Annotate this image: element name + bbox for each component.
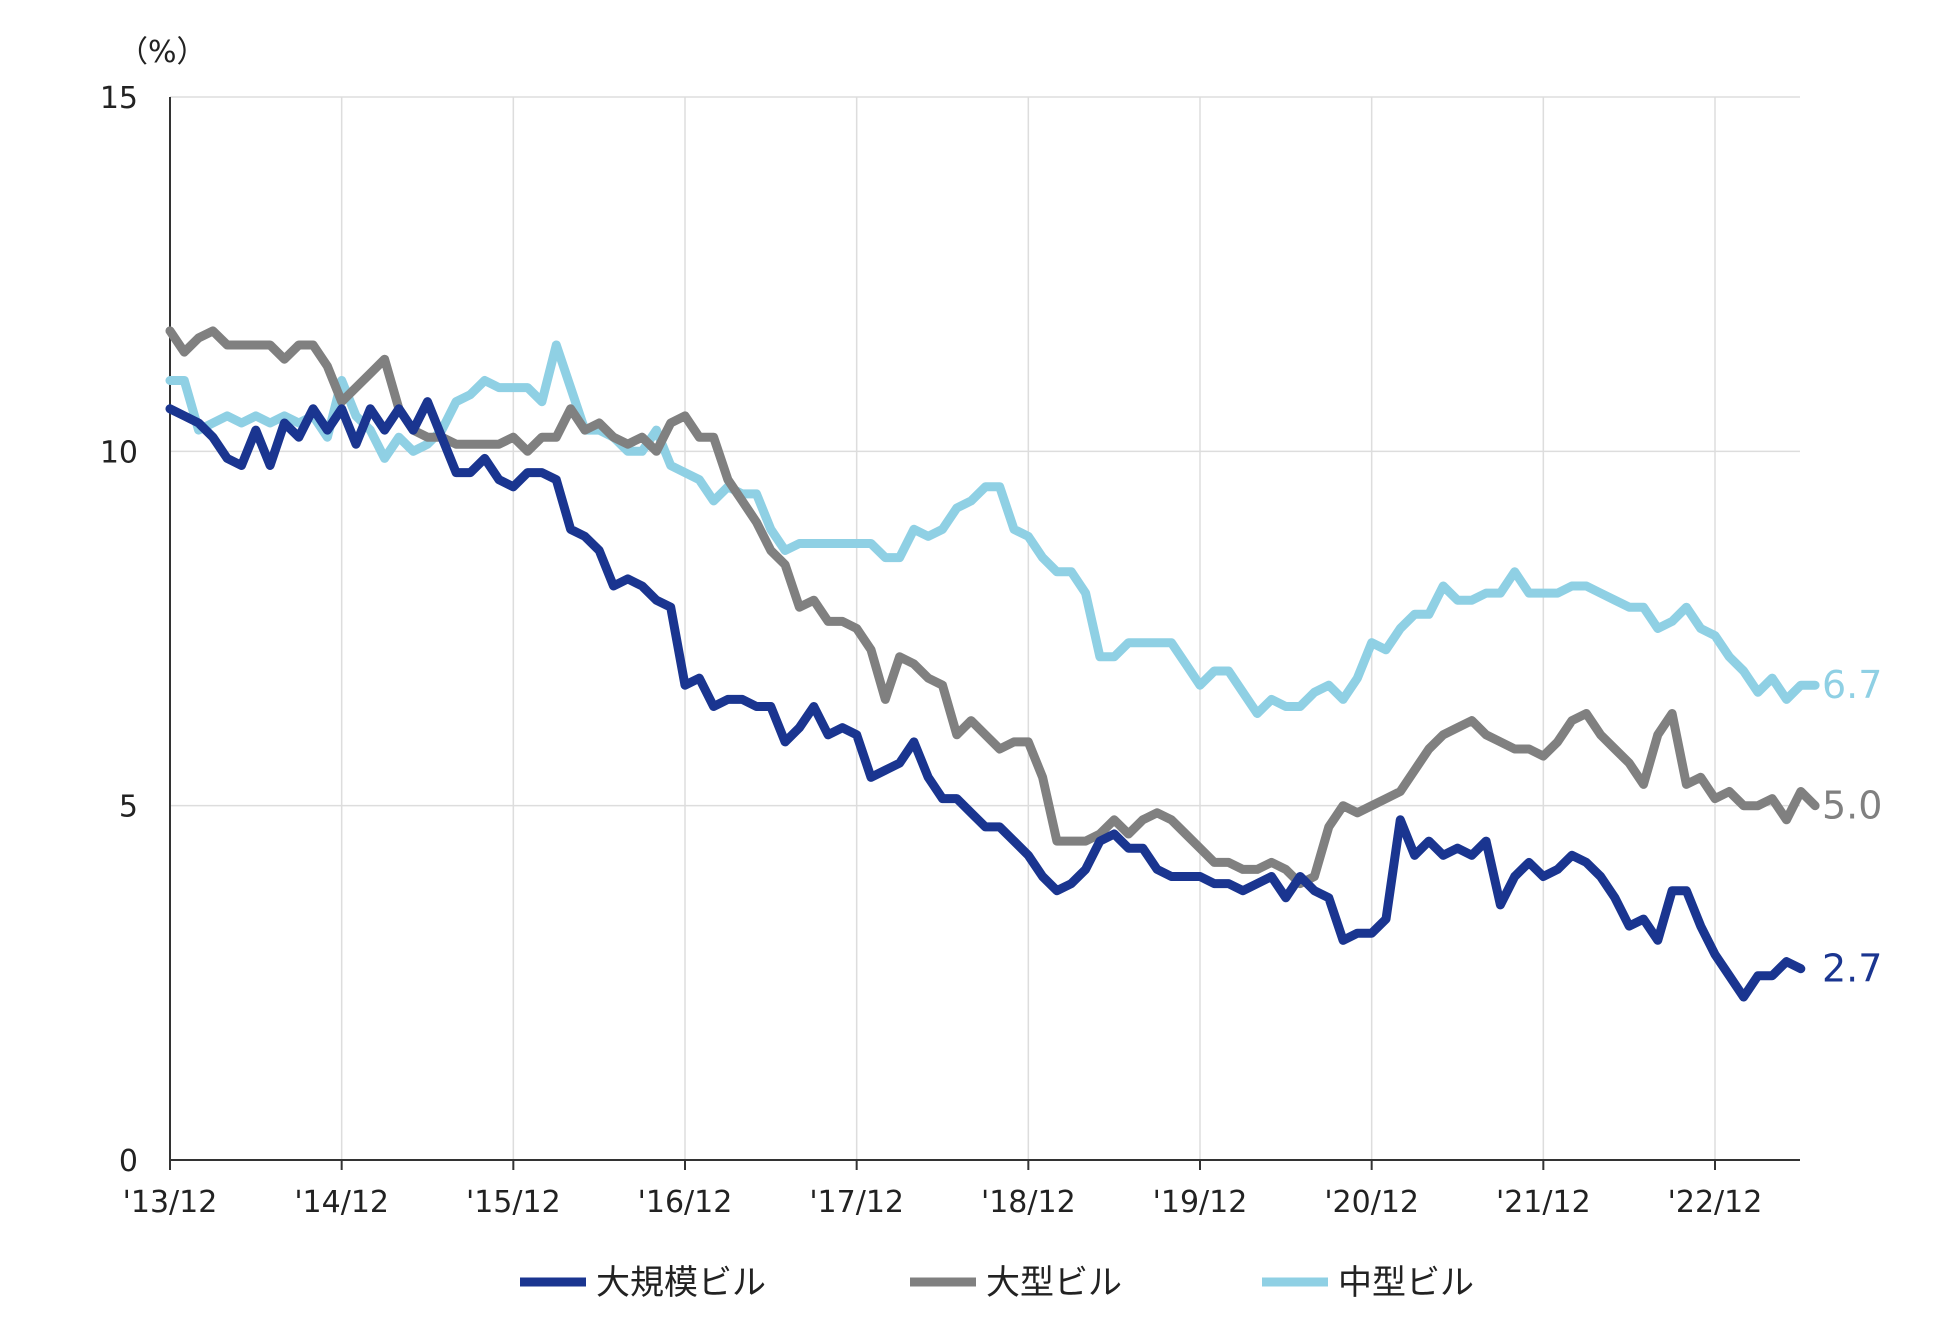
series-end-labels: 6.7 5.0 2.7 (1822, 663, 1882, 990)
x-tick-label: '22/12 (1668, 1185, 1763, 1220)
grid-lines (170, 96, 1800, 1160)
series-lines (165, 326, 1820, 1002)
end-value-label-2: 6.7 (1822, 663, 1882, 707)
x-tick-label: '17/12 (809, 1185, 904, 1220)
x-tick-label: '14/12 (294, 1185, 389, 1220)
x-tick-label: '19/12 (1153, 1185, 1248, 1220)
x-tick-label: '20/12 (1324, 1185, 1419, 1220)
legend-label-1: 大型ビル (986, 1263, 1122, 1303)
axes (169, 97, 1800, 1170)
x-tick-labels: '13/12 '14/12 '15/12 '16/12 '17/12 '18/12 '19/… (123, 1185, 1763, 1220)
legend-label-2: 中型ビル (1338, 1263, 1474, 1303)
legend: 大規模ビル 大型ビル 中型ビル (520, 1263, 1474, 1303)
end-value-label-0: 2.7 (1822, 947, 1882, 991)
x-tick-label: '18/12 (981, 1185, 1076, 1220)
x-tick-label: '16/12 (638, 1185, 733, 1220)
y-tick-label: 10 (100, 435, 138, 470)
x-tick-label: '21/12 (1496, 1185, 1591, 1220)
y-tick-labels: 0 5 10 15 (100, 81, 138, 1179)
legend-label-0: 大規模ビル (596, 1263, 766, 1303)
series-line-0 (165, 397, 1806, 1002)
y-axis-unit-label: （%） (118, 35, 207, 70)
end-value-label-1: 5.0 (1822, 784, 1882, 828)
y-tick-label: 5 (119, 790, 138, 825)
y-tick-label: 0 (119, 1144, 138, 1179)
x-tick-label: '15/12 (466, 1185, 561, 1220)
y-tick-label: 15 (100, 81, 138, 116)
x-tick-label: '13/12 (123, 1185, 218, 1220)
series-line-2 (165, 340, 1820, 718)
